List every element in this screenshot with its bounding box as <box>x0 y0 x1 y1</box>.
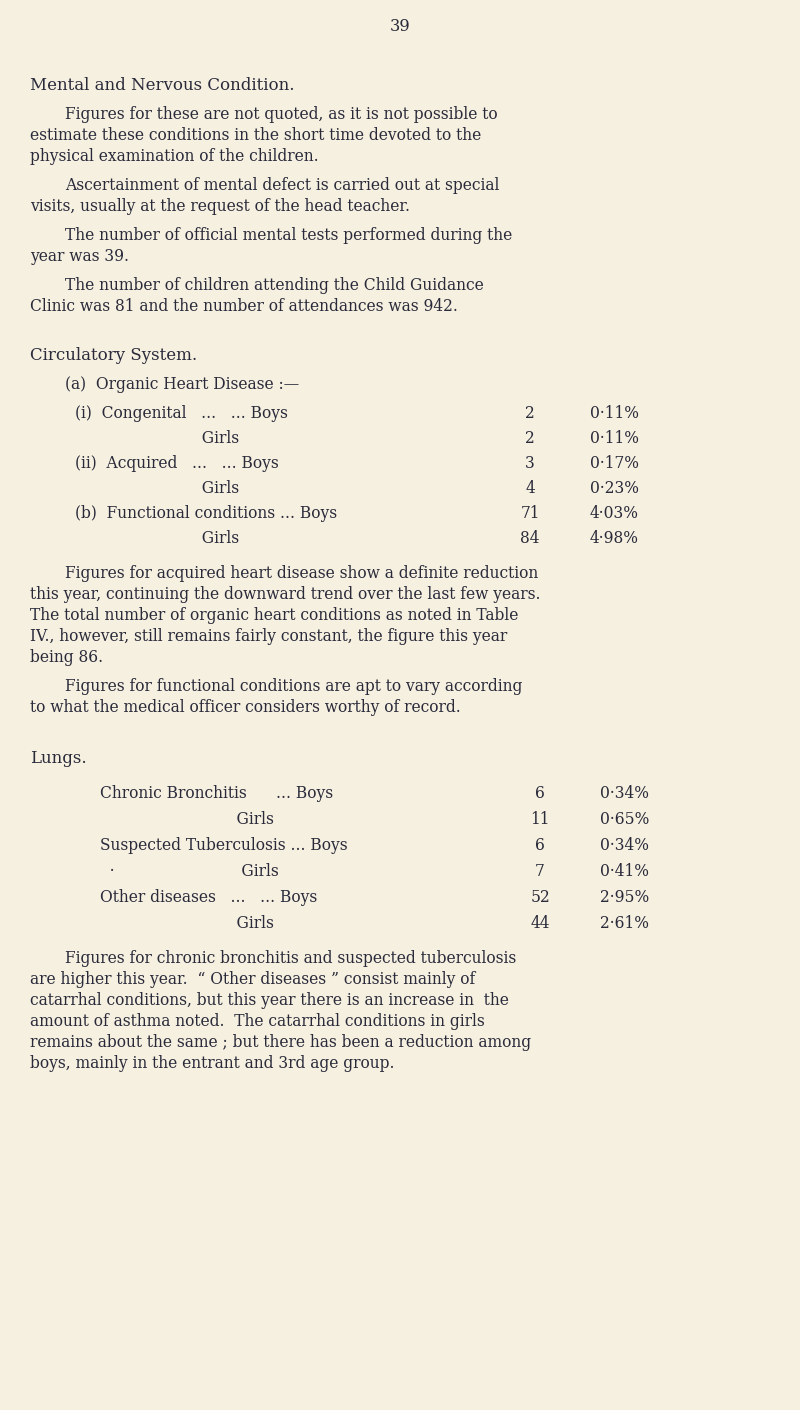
Text: Girls: Girls <box>100 915 274 932</box>
Text: visits, usually at the request of the head teacher.: visits, usually at the request of the he… <box>30 197 410 214</box>
Text: The number of official mental tests performed during the: The number of official mental tests perf… <box>65 227 512 244</box>
Text: 3: 3 <box>525 455 535 472</box>
Text: are higher this year.  “ Other diseases ” consist mainly of: are higher this year. “ Other diseases ”… <box>30 971 475 988</box>
Text: 2: 2 <box>525 430 535 447</box>
Text: catarrhal conditions, but this year there is an increase in  the: catarrhal conditions, but this year ther… <box>30 993 509 1010</box>
Text: Figures for functional conditions are apt to vary according: Figures for functional conditions are ap… <box>65 678 522 695</box>
Text: Chronic Bronchitis      ... Boys: Chronic Bronchitis ... Boys <box>100 785 333 802</box>
Text: 11: 11 <box>530 811 550 828</box>
Text: 0·41%: 0·41% <box>600 863 649 880</box>
Text: 0·34%: 0·34% <box>600 838 649 854</box>
Text: Clinic was 81 and the number of attendances was 942.: Clinic was 81 and the number of attendan… <box>30 298 458 314</box>
Text: estimate these conditions in the short time devoted to the: estimate these conditions in the short t… <box>30 127 482 144</box>
Text: year was 39.: year was 39. <box>30 248 129 265</box>
Text: 6: 6 <box>535 785 545 802</box>
Text: Figures for chronic bronchitis and suspected tuberculosis: Figures for chronic bronchitis and suspe… <box>65 950 516 967</box>
Text: 4·03%: 4·03% <box>590 505 639 522</box>
Text: 52: 52 <box>530 888 550 907</box>
Text: Mental and Nervous Condition.: Mental and Nervous Condition. <box>30 78 294 94</box>
Text: 2: 2 <box>525 405 535 422</box>
Text: 0·11%: 0·11% <box>590 430 639 447</box>
Text: (a)  Organic Heart Disease :—: (a) Organic Heart Disease :— <box>65 376 299 393</box>
Text: Lungs.: Lungs. <box>30 750 86 767</box>
Text: to what the medical officer considers worthy of record.: to what the medical officer considers wo… <box>30 699 461 716</box>
Text: Girls: Girls <box>100 811 274 828</box>
Text: Girls: Girls <box>75 530 239 547</box>
Text: Suspected Tuberculosis ... Boys: Suspected Tuberculosis ... Boys <box>100 838 348 854</box>
Text: Figures for these are not quoted, as it is not possible to: Figures for these are not quoted, as it … <box>65 106 498 123</box>
Text: (b)  Functional conditions ... Boys: (b) Functional conditions ... Boys <box>75 505 337 522</box>
Text: 4: 4 <box>525 479 535 496</box>
Text: Circulatory System.: Circulatory System. <box>30 347 197 364</box>
Text: Girls: Girls <box>75 479 239 496</box>
Text: The total number of organic heart conditions as noted in Table: The total number of organic heart condit… <box>30 606 518 625</box>
Text: 44: 44 <box>530 915 550 932</box>
Text: ·                          Girls: · Girls <box>100 863 278 880</box>
Text: 6: 6 <box>535 838 545 854</box>
Text: Ascertainment of mental defect is carried out at special: Ascertainment of mental defect is carrie… <box>65 178 499 195</box>
Text: (i)  Congenital   ...   ... Boys: (i) Congenital ... ... Boys <box>75 405 288 422</box>
Text: 0·65%: 0·65% <box>600 811 650 828</box>
Text: 0·23%: 0·23% <box>590 479 639 496</box>
Text: physical examination of the children.: physical examination of the children. <box>30 148 318 165</box>
Text: IV., however, still remains fairly constant, the figure this year: IV., however, still remains fairly const… <box>30 627 507 644</box>
Text: The number of children attending the Child Guidance: The number of children attending the Chi… <box>65 276 484 295</box>
Text: being 86.: being 86. <box>30 649 103 666</box>
Text: this year, continuing the downward trend over the last few years.: this year, continuing the downward trend… <box>30 587 541 603</box>
Text: Other diseases   ...   ... Boys: Other diseases ... ... Boys <box>100 888 318 907</box>
Text: remains about the same ; but there has been a reduction among: remains about the same ; but there has b… <box>30 1034 531 1050</box>
Text: Figures for acquired heart disease show a definite reduction: Figures for acquired heart disease show … <box>65 565 538 582</box>
Text: 0·34%: 0·34% <box>600 785 649 802</box>
Text: 7: 7 <box>535 863 545 880</box>
Text: amount of asthma noted.  The catarrhal conditions in girls: amount of asthma noted. The catarrhal co… <box>30 1012 485 1029</box>
Text: 0·17%: 0·17% <box>590 455 639 472</box>
Text: 2·61%: 2·61% <box>600 915 649 932</box>
Text: 84: 84 <box>520 530 540 547</box>
Text: 0·11%: 0·11% <box>590 405 639 422</box>
Text: boys, mainly in the entrant and 3rd age group.: boys, mainly in the entrant and 3rd age … <box>30 1055 394 1072</box>
Text: 2·95%: 2·95% <box>600 888 650 907</box>
Text: 39: 39 <box>390 18 410 35</box>
Text: Girls: Girls <box>75 430 239 447</box>
Text: 4·98%: 4·98% <box>590 530 639 547</box>
Text: 71: 71 <box>520 505 540 522</box>
Text: (ii)  Acquired   ...   ... Boys: (ii) Acquired ... ... Boys <box>75 455 278 472</box>
